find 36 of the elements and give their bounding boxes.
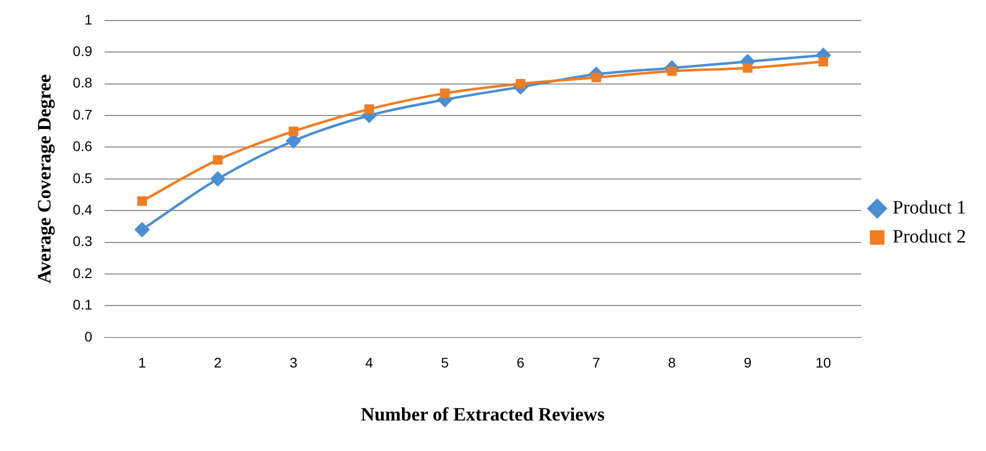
x-tick-label: 7 [592, 354, 600, 371]
y-tick-label: 0.4 [72, 201, 92, 218]
y-tick-label: 0.3 [72, 233, 92, 250]
y-tick-label: 0 [84, 328, 92, 344]
x-tick-label: 9 [744, 354, 752, 371]
x-tick-label: 3 [290, 354, 298, 371]
point [818, 56, 828, 66]
legend-label: Product 1 [892, 197, 966, 218]
x-tick-label: 10 [816, 354, 832, 371]
point [137, 196, 147, 206]
point [440, 88, 450, 98]
point [134, 222, 150, 237]
point [213, 155, 223, 165]
y-tick-label: 0.7 [72, 106, 92, 122]
y-tick-label: 0.2 [72, 264, 92, 281]
point [516, 79, 526, 89]
y-tick-label: 0.1 [72, 296, 92, 313]
x-tick-label: 8 [668, 354, 676, 371]
point [591, 72, 602, 82]
x-axis-title: Number of Extracted Reviews [360, 404, 605, 426]
point [364, 104, 374, 114]
x-tick-label: 4 [365, 354, 374, 371]
legend-label: Product 2 [892, 226, 966, 248]
x-tick-label: 6 [516, 354, 525, 371]
y-tick-label: 0.6 [72, 138, 92, 154]
y-tick-label: 0.9 [72, 42, 92, 59]
y-tick-label: 1 [84, 11, 92, 28]
point [210, 172, 226, 186]
y-tick-label: 0.8 [72, 74, 92, 91]
point [288, 126, 298, 136]
x-tick-label: 2 [214, 354, 222, 371]
x-tick-label: 1 [138, 354, 146, 371]
point [742, 63, 752, 73]
y-tick-label: 0.5 [72, 170, 92, 186]
x-tick-label: 5 [440, 354, 449, 371]
y-axis-title: Average Coverage Degree [34, 74, 56, 284]
